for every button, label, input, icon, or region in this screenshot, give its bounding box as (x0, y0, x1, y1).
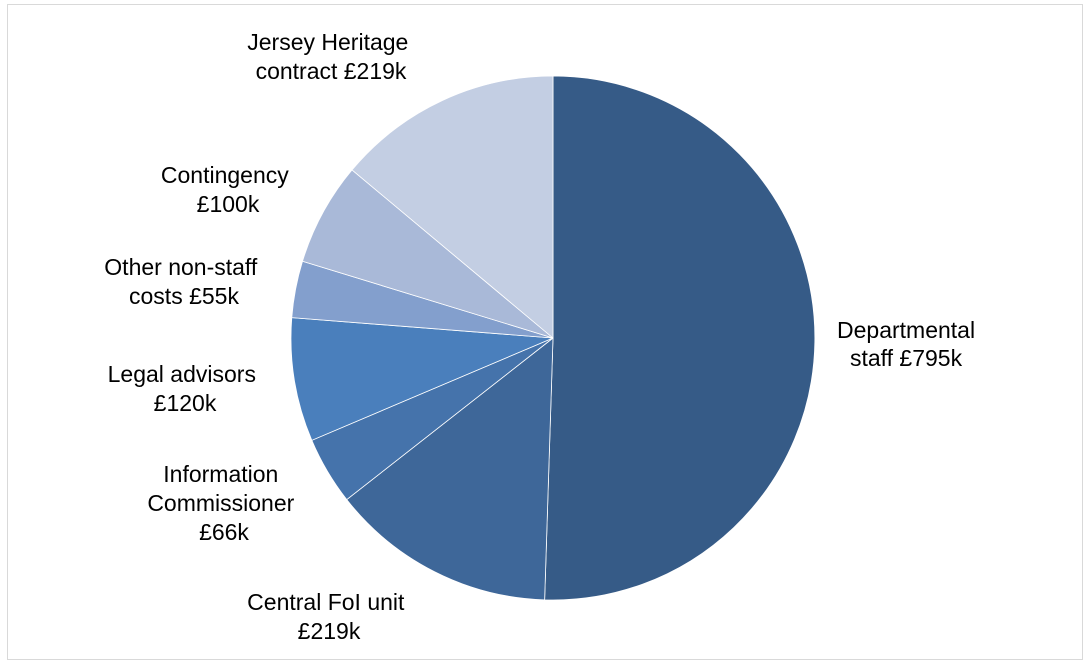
pie-slice-central-foi-unit (346, 337, 554, 601)
pie-slice-jersey-heritage-contract (351, 75, 554, 339)
slice-label-other-non-staff-costs: Other non-staff costs £55k (104, 254, 263, 309)
pie-slice-legal-advisors (290, 317, 554, 441)
slice-label-legal-advisors: Legal advisors £120k (108, 361, 263, 416)
slice-label-jersey-heritage-contract: Jersey Heritage contract £219k (247, 29, 414, 84)
pie-slices (290, 75, 816, 601)
slice-label-contingency: Contingency £100k (161, 162, 295, 217)
slice-label-departmental-staff: Departmental staff £795k (837, 317, 981, 371)
slice-label-information-commissioner: Information Commissioner £66k (147, 461, 300, 545)
slice-label-central-foi-unit: Central FoI unit £219k (247, 589, 411, 644)
pie-slice-departmental-staff (544, 75, 816, 601)
pie-labels: Departmental staff £795k Central FoI uni… (104, 29, 981, 644)
